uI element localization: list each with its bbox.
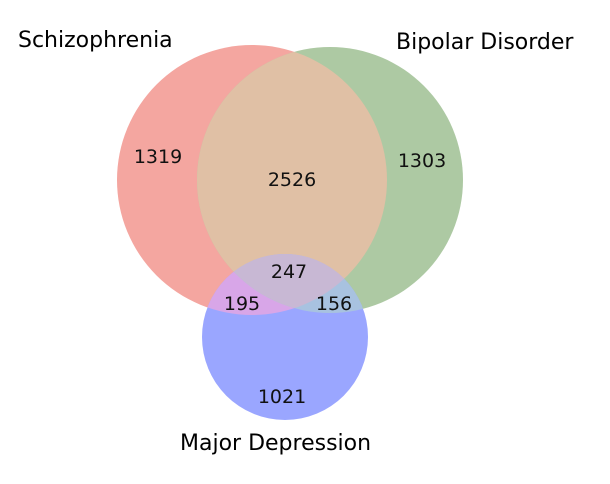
depression-set-label: Major Depression bbox=[180, 431, 371, 456]
bipolar-depression-count: 156 bbox=[316, 293, 352, 315]
schizophrenia-only-count: 1319 bbox=[134, 146, 182, 168]
depression-only-count: 1021 bbox=[258, 386, 306, 408]
schizophrenia-depression-count: 195 bbox=[224, 293, 260, 315]
bipolar-set-label: Bipolar Disorder bbox=[396, 30, 574, 55]
all-three-count: 247 bbox=[271, 261, 307, 283]
schizophrenia-set-label: Schizophrenia bbox=[18, 28, 173, 53]
schizophrenia-bipolar-count: 2526 bbox=[268, 169, 316, 191]
schizophrenia-bipolar-overlap bbox=[197, 47, 387, 313]
bipolar-only-count: 1303 bbox=[398, 150, 446, 172]
